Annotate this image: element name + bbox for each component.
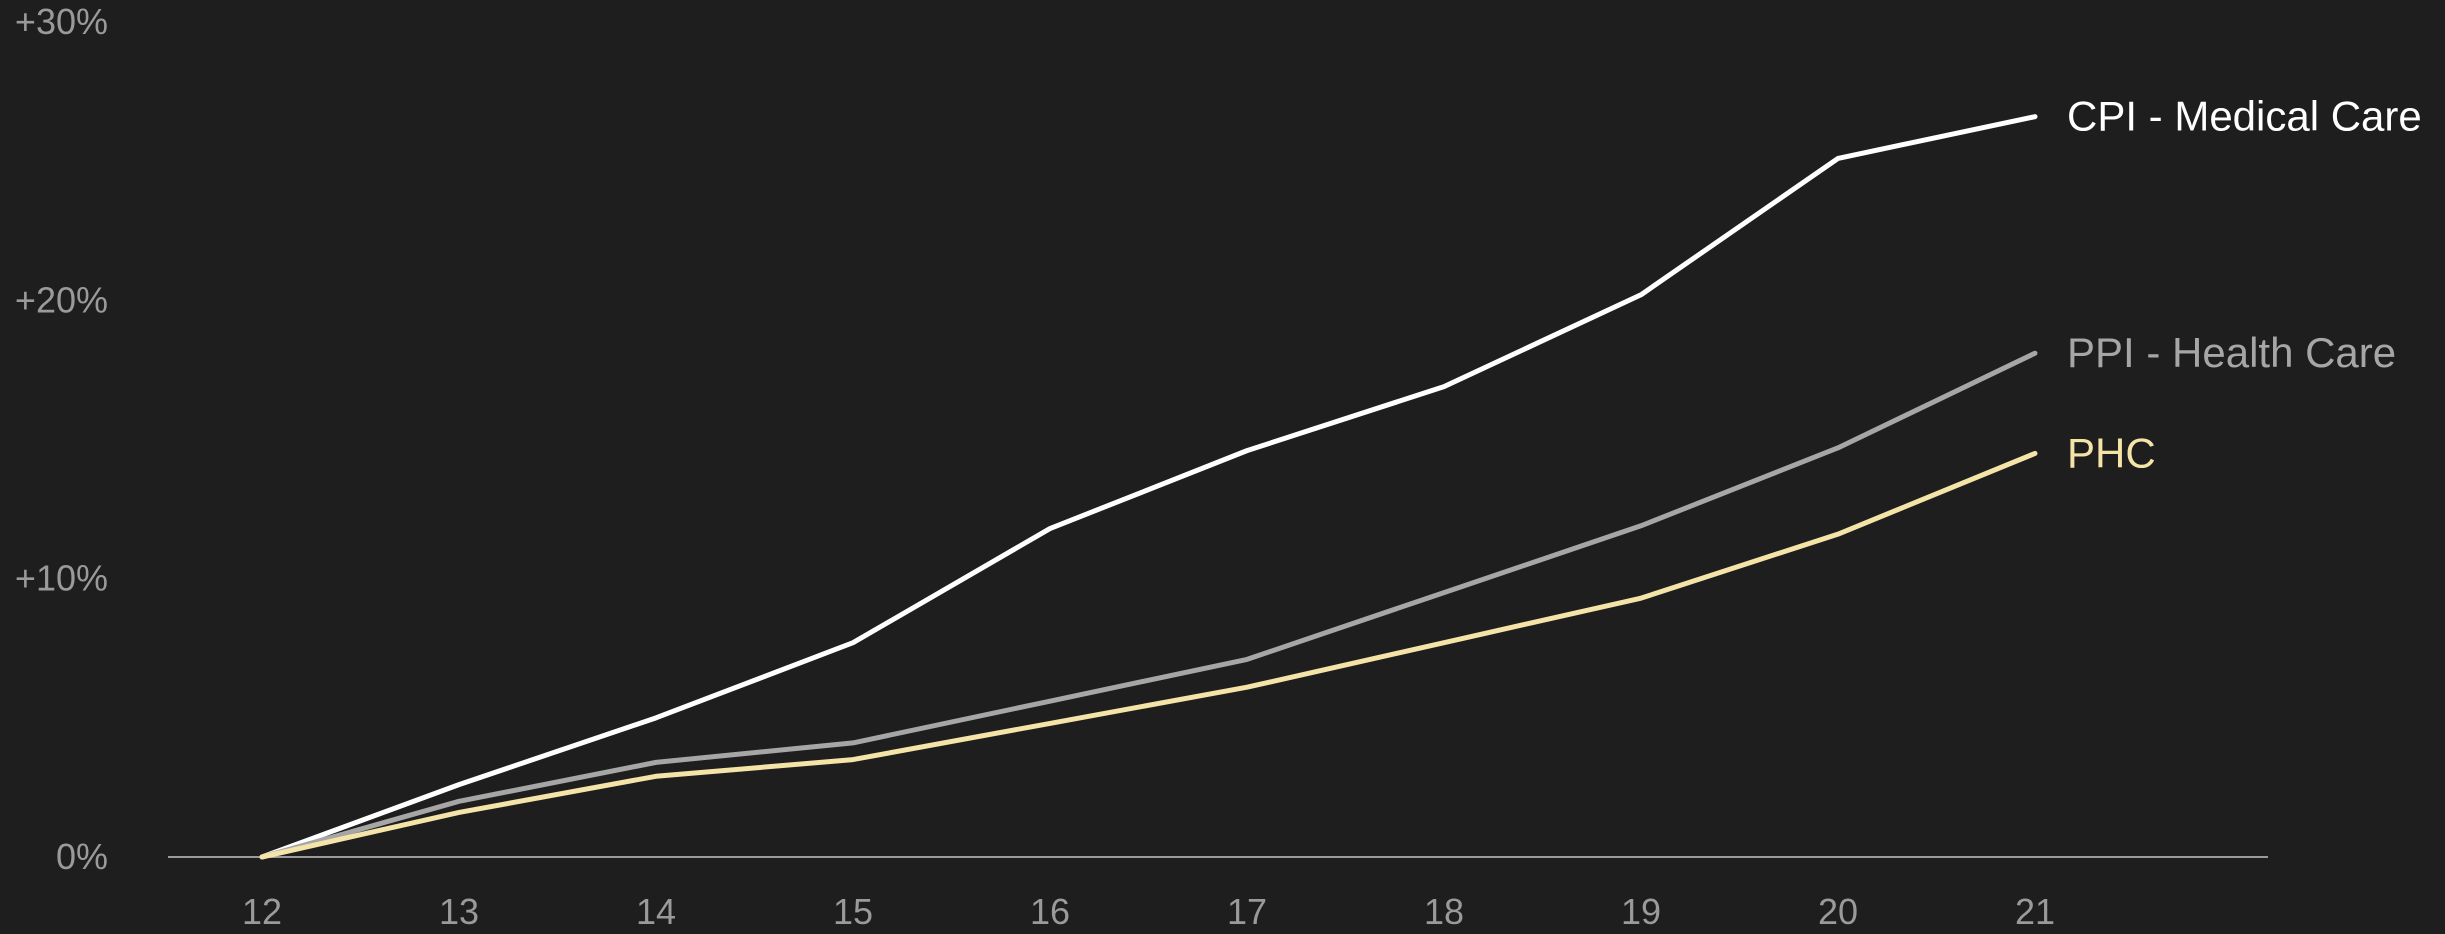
data-point — [1048, 527, 1052, 531]
series-labels: CPI - Medical Care PPI - Health Care PHC — [2067, 93, 2422, 477]
x-tick-label: 21 — [2015, 891, 2055, 929]
data-point — [457, 799, 461, 803]
x-tick-label: 17 — [1227, 891, 1267, 929]
data-point — [1639, 596, 1643, 600]
data-point — [1836, 446, 1840, 450]
data-point — [260, 855, 264, 859]
data-point — [851, 758, 855, 762]
y-tick-label: +30% — [15, 1, 108, 42]
y-tick-label: +20% — [15, 279, 108, 320]
data-point — [2033, 351, 2037, 355]
data-point — [1639, 293, 1643, 297]
series-label: CPI - Medical Care — [2067, 93, 2422, 140]
series-line-0 — [259, 114, 2038, 860]
data-point — [1048, 721, 1052, 725]
data-point — [1245, 657, 1249, 661]
data-point — [2033, 115, 2037, 119]
data-point — [1836, 156, 1840, 160]
x-tick-label: 19 — [1621, 891, 1661, 929]
series-label: PPI - Health Care — [2067, 329, 2396, 376]
data-point — [1048, 699, 1052, 703]
data-point — [1245, 449, 1249, 453]
series-line-2 — [259, 450, 2038, 860]
y-tick-label: 0% — [56, 836, 108, 877]
data-point — [1442, 641, 1446, 645]
x-axis-ticks: 12 13 14 15 16 17 18 19 20 21 — [242, 891, 2055, 932]
series-line-1 — [259, 350, 2038, 860]
x-tick-label: 15 — [833, 891, 873, 929]
y-tick-label: +10% — [15, 558, 108, 599]
data-point — [851, 741, 855, 745]
data-point — [1836, 532, 1840, 536]
data-point — [654, 774, 658, 778]
data-point — [1442, 385, 1446, 389]
x-tick-label: 16 — [1030, 891, 1070, 929]
x-tick-label: 13 — [439, 891, 479, 929]
data-point — [654, 716, 658, 720]
y-axis-ticks: 0% +10% +20% +30% — [15, 1, 108, 877]
data-point — [1639, 524, 1643, 528]
data-point — [851, 641, 855, 645]
data-point — [457, 783, 461, 787]
data-point — [654, 760, 658, 764]
x-tick-label: 12 — [242, 891, 282, 929]
data-point — [1442, 591, 1446, 595]
data-point — [457, 810, 461, 814]
series-lines — [259, 114, 2038, 860]
x-tick-label: 20 — [1818, 891, 1858, 929]
data-point — [1245, 685, 1249, 689]
x-tick-label: 18 — [1424, 891, 1464, 929]
data-point — [2033, 451, 2037, 455]
x-tick-label: 14 — [636, 891, 676, 929]
series-label: PHC — [2067, 429, 2156, 476]
